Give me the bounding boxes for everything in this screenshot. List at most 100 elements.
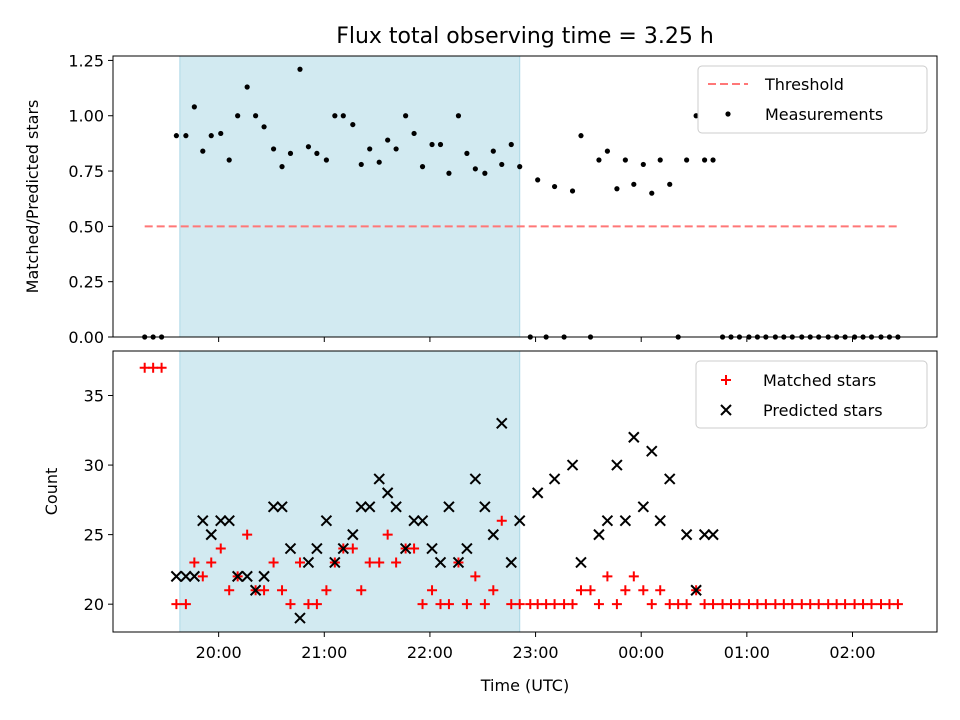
- y-tick-label: 25: [84, 526, 104, 545]
- matched-star-marker: [180, 599, 191, 610]
- predicted-star-marker: [215, 515, 227, 527]
- measurement-point: [376, 159, 382, 165]
- predicted-star-marker: [267, 501, 280, 513]
- y-tick-label: 0.75: [68, 162, 104, 181]
- predicted-star-marker: [390, 501, 402, 513]
- measurement-point: [297, 66, 303, 72]
- measurement-point: [868, 334, 875, 340]
- measurement-point: [437, 141, 444, 148]
- axes-frame: [112, 350, 938, 633]
- predicted-star-marker: [680, 528, 693, 541]
- predicted-star-marker: [496, 417, 508, 430]
- measurement-point: [736, 334, 743, 340]
- measurement-point: [684, 157, 690, 163]
- measurement-point: [675, 334, 681, 340]
- predicted-star-marker: [646, 445, 658, 457]
- matched-star-marker: [242, 529, 253, 540]
- legend-matched-label: Matched stars: [763, 371, 876, 390]
- matched-star-marker: [479, 599, 490, 610]
- predicted-star-marker: [514, 515, 526, 527]
- measurement-point: [772, 334, 778, 340]
- measurement-point: [490, 148, 496, 154]
- matched-star-marker: [593, 599, 604, 610]
- matched-star-marker: [171, 599, 182, 610]
- measurement-point: [781, 334, 787, 340]
- measurement-point: [235, 113, 241, 119]
- matched-star-marker: [321, 585, 332, 596]
- measurement-point: [834, 334, 840, 340]
- matched-star-marker: [506, 599, 517, 610]
- matched-star-marker: [364, 557, 375, 568]
- y-tick-label: 0.50: [68, 217, 104, 236]
- predicted-star-marker: [690, 584, 702, 596]
- predicted-star-marker: [355, 501, 367, 513]
- x-tick-label: 01:00: [724, 643, 770, 662]
- matched-star-marker: [796, 599, 807, 610]
- predicted-star-marker: [320, 515, 333, 527]
- predicted-star-marker: [637, 501, 650, 513]
- measurement-point: [482, 170, 488, 176]
- measurement-point: [419, 164, 426, 170]
- legend-predicted-label: Predicted stars: [763, 401, 883, 420]
- predicted-star-marker: [469, 473, 482, 485]
- predicted-star-marker: [416, 515, 429, 527]
- measurement-point: [305, 144, 312, 150]
- matched-star-marker: [805, 599, 816, 610]
- measurement-point: [323, 157, 329, 163]
- predicted-star-marker: [188, 570, 201, 583]
- predicted-star-marker: [434, 556, 447, 569]
- measurement-point: [261, 124, 267, 130]
- matched-star-marker: [559, 599, 570, 610]
- measurement-point: [535, 177, 541, 183]
- measurement-point: [789, 334, 795, 340]
- matched-star-marker: [409, 543, 420, 554]
- predicted-star-marker: [548, 473, 561, 485]
- measurement-point: [763, 334, 769, 340]
- matched-star-marker: [417, 599, 428, 610]
- matched-star-marker: [858, 599, 869, 610]
- matched-star-marker: [148, 362, 159, 373]
- measurement-point: [860, 334, 866, 340]
- legend: Threshold Measurements: [697, 65, 928, 134]
- measurement-point: [158, 334, 165, 340]
- measurement-point: [385, 137, 391, 143]
- matched-star-marker: [259, 585, 270, 596]
- chart-title: Flux total observing time = 3.25 h: [336, 24, 714, 49]
- observing-interval-band: [179, 350, 521, 633]
- legend-threshold-label: Threshold: [764, 75, 844, 94]
- measurement-point: [455, 113, 462, 119]
- measurement-point: [719, 334, 726, 340]
- predicted-star-marker: [276, 501, 288, 513]
- y-axis-label: Count: [42, 468, 61, 516]
- measurement-point: [218, 130, 224, 137]
- predicted-star-marker: [487, 528, 500, 541]
- predicted-star-marker: [302, 556, 315, 569]
- predicted-star-marker: [381, 487, 394, 499]
- predicted-star-marker: [364, 501, 376, 513]
- measurement-point: [332, 113, 338, 119]
- matched-star-marker: [717, 599, 728, 610]
- measurement-point: [472, 166, 478, 172]
- matched-star-marker: [743, 599, 754, 610]
- measurement-point: [253, 113, 259, 119]
- matched-star-marker: [575, 585, 586, 596]
- matched-star-marker: [541, 599, 552, 610]
- predicted-star-marker: [698, 528, 711, 541]
- measurement-point: [799, 334, 805, 340]
- predicted-star-marker: [408, 515, 420, 527]
- legend-box: [697, 65, 928, 134]
- matched-star-marker: [726, 599, 736, 610]
- x-tick-label: 00:00: [618, 643, 664, 662]
- measurement-point: [393, 146, 399, 152]
- measurements-series: [142, 66, 901, 340]
- matched-star-marker: [197, 571, 208, 582]
- predicted-star-marker: [426, 542, 438, 555]
- predicted-star-marker: [241, 570, 253, 583]
- measurement-point: [895, 334, 901, 340]
- measurement-point: [551, 183, 558, 190]
- predicted-star-marker: [223, 515, 235, 527]
- matched-star-marker: [638, 585, 649, 596]
- predicted-star-marker: [258, 570, 270, 583]
- predicted-star-marker: [311, 542, 323, 555]
- y-tick-label: 1.00: [68, 107, 104, 126]
